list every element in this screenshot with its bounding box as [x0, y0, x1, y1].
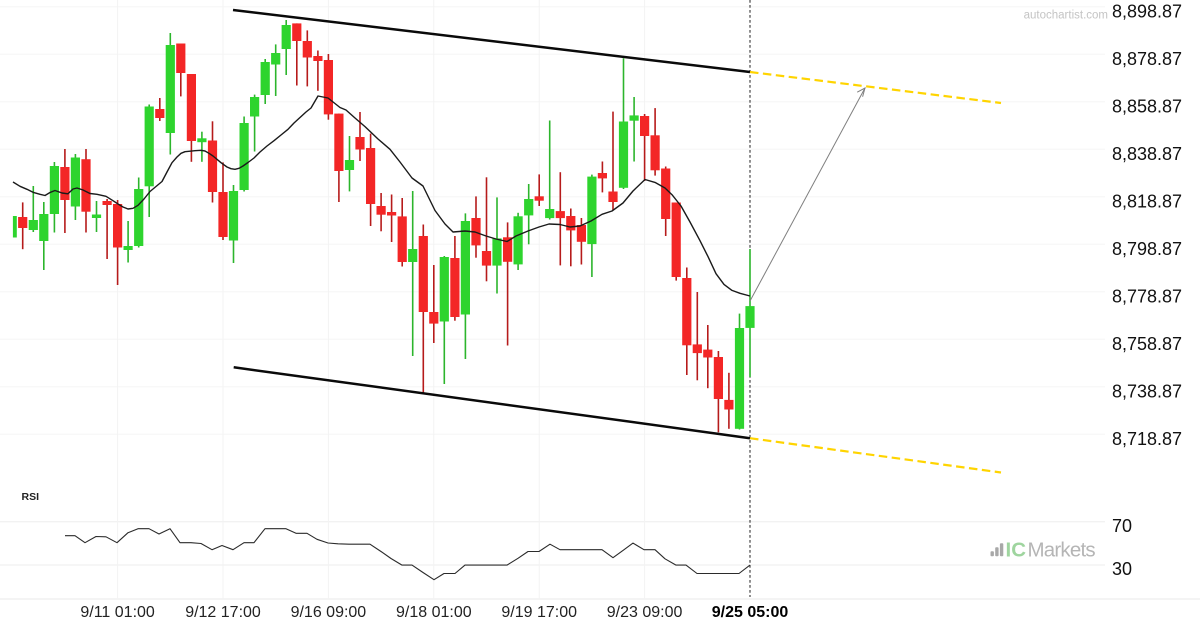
- svg-text:9/19 17:00: 9/19 17:00: [501, 604, 577, 621]
- svg-text:autochartist.com: autochartist.com: [1024, 10, 1108, 22]
- svg-text:8,818.87: 8,818.87: [1112, 191, 1182, 211]
- svg-text:8,898.87: 8,898.87: [1112, 1, 1182, 21]
- svg-text:9/25 05:00: 9/25 05:00: [712, 604, 789, 621]
- svg-text:9/18 01:00: 9/18 01:00: [396, 604, 472, 621]
- svg-text:9/16 09:00: 9/16 09:00: [291, 604, 367, 621]
- svg-text:8,878.87: 8,878.87: [1112, 49, 1182, 69]
- svg-text:8,838.87: 8,838.87: [1112, 144, 1182, 164]
- svg-text:9/11 01:00: 9/11 01:00: [80, 604, 155, 621]
- svg-text:8,858.87: 8,858.87: [1112, 96, 1182, 116]
- svg-text:70: 70: [1112, 516, 1132, 536]
- svg-text:RSI: RSI: [22, 491, 40, 503]
- svg-text:8,798.87: 8,798.87: [1112, 239, 1182, 259]
- svg-text:8,758.87: 8,758.87: [1112, 334, 1182, 354]
- svg-text:30: 30: [1112, 559, 1132, 579]
- svg-text:IC: IC: [1006, 539, 1027, 562]
- svg-text:9/12 17:00: 9/12 17:00: [185, 604, 261, 621]
- svg-text:8,738.87: 8,738.87: [1112, 381, 1182, 401]
- svg-text:8,778.87: 8,778.87: [1112, 286, 1182, 306]
- svg-text:Markets: Markets: [1028, 539, 1096, 562]
- svg-text:8,718.87: 8,718.87: [1112, 429, 1182, 449]
- svg-text:9/23 09:00: 9/23 09:00: [607, 604, 683, 621]
